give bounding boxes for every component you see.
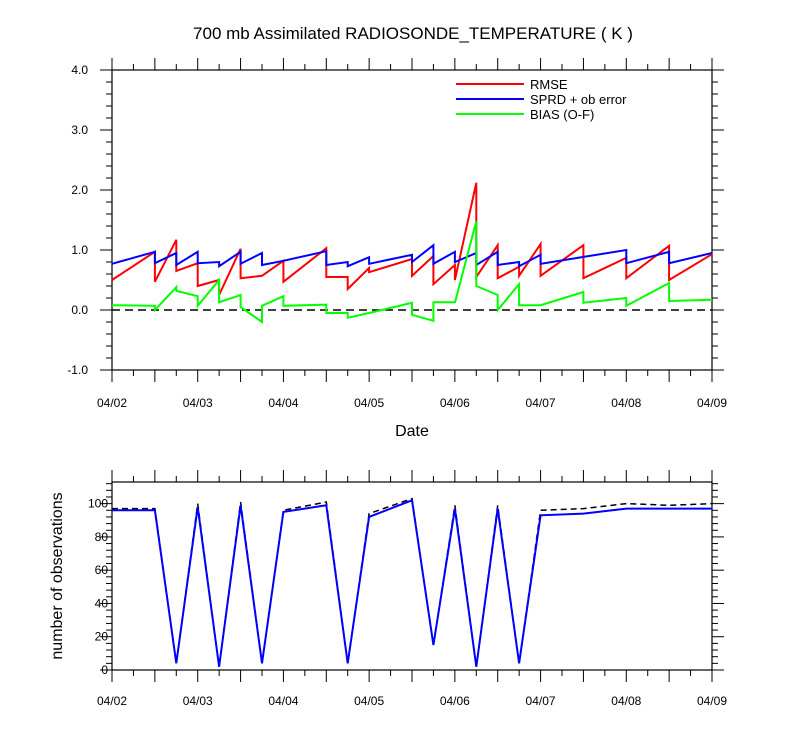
x-tick-label: 04/09 bbox=[697, 396, 727, 410]
bottom-chart: 04/02 04/03 04/04 04/05 04/06 04/07 04/08 04/09… bbox=[49, 470, 727, 708]
y-axis-label: number of observations bbox=[49, 492, 66, 659]
y-tick-label: 20 bbox=[95, 630, 109, 644]
x-tick-label: 04/02 bbox=[97, 396, 127, 410]
y-tick-label: 60 bbox=[95, 563, 109, 577]
top-ticks-group bbox=[100, 58, 724, 382]
top-x-tick-labels: 04/02 04/03 04/04 04/05 04/06 04/07 04/08 04/09 bbox=[97, 396, 727, 410]
y-tick-label: 0.0 bbox=[71, 303, 88, 317]
bottom-ticks-group bbox=[100, 470, 724, 682]
y-tick-label: -1.0 bbox=[67, 363, 88, 377]
legend-label-rmse: RMSE bbox=[530, 77, 568, 92]
x-tick-label: 04/08 bbox=[611, 396, 641, 410]
y-tick-label: 40 bbox=[95, 596, 109, 610]
series-line-rmse bbox=[111, 182, 713, 296]
y-tick-label: 3.0 bbox=[71, 123, 88, 137]
y-tick-label: 2.0 bbox=[71, 183, 88, 197]
obs-line-dashed bbox=[112, 497, 713, 667]
chart-title: 700 mb Assimilated RADIOSONDE_TEMPERATUR… bbox=[193, 24, 633, 43]
top-y-tick-labels: -1.0 0.0 1.0 2.0 3.0 4.0 bbox=[67, 63, 88, 377]
x-tick-label: 04/08 bbox=[611, 694, 641, 708]
y-tick-label: 0 bbox=[101, 663, 108, 677]
y-tick-label: 4.0 bbox=[71, 63, 88, 77]
x-tick-label: 04/09 bbox=[697, 694, 727, 708]
series-line-bias-o-f bbox=[111, 220, 713, 324]
y-tick-label: 1.0 bbox=[71, 243, 88, 257]
legend-label-sprd-ob-error: SPRD + ob error bbox=[530, 92, 627, 107]
x-tick-label: 04/06 bbox=[440, 694, 470, 708]
x-tick-label: 04/03 bbox=[183, 694, 213, 708]
x-tick-label: 04/07 bbox=[526, 694, 556, 708]
top-series-group bbox=[111, 182, 713, 324]
bottom-y-tick-labels: 0 20 40 60 80 100 bbox=[88, 497, 108, 677]
series-line-sprd-ob-error bbox=[111, 243, 713, 269]
legend-label-bias-o-f: BIAS (O-F) bbox=[530, 107, 594, 122]
obs-line-solid bbox=[112, 498, 712, 667]
y-tick-label: 100 bbox=[88, 497, 108, 511]
top-plot-frame bbox=[111, 69, 713, 371]
x-tick-label: 04/07 bbox=[526, 396, 556, 410]
bottom-series-group bbox=[112, 497, 713, 667]
x-tick-label: 04/06 bbox=[440, 396, 470, 410]
top-chart: 700 mb Assimilated RADIOSONDE_TEMPERATUR… bbox=[67, 24, 727, 440]
bottom-x-tick-labels: 04/02 04/03 04/04 04/05 04/06 04/07 04/08 04/09 bbox=[97, 694, 727, 708]
bottom-plot-frame bbox=[111, 481, 713, 671]
x-axis-label: Date bbox=[395, 423, 429, 440]
x-tick-label: 04/04 bbox=[268, 694, 298, 708]
x-tick-label: 04/04 bbox=[268, 396, 298, 410]
x-tick-label: 04/05 bbox=[354, 694, 384, 708]
x-tick-label: 04/02 bbox=[97, 694, 127, 708]
y-tick-label: 80 bbox=[95, 530, 109, 544]
x-tick-label: 04/03 bbox=[183, 396, 213, 410]
x-tick-label: 04/05 bbox=[354, 396, 384, 410]
